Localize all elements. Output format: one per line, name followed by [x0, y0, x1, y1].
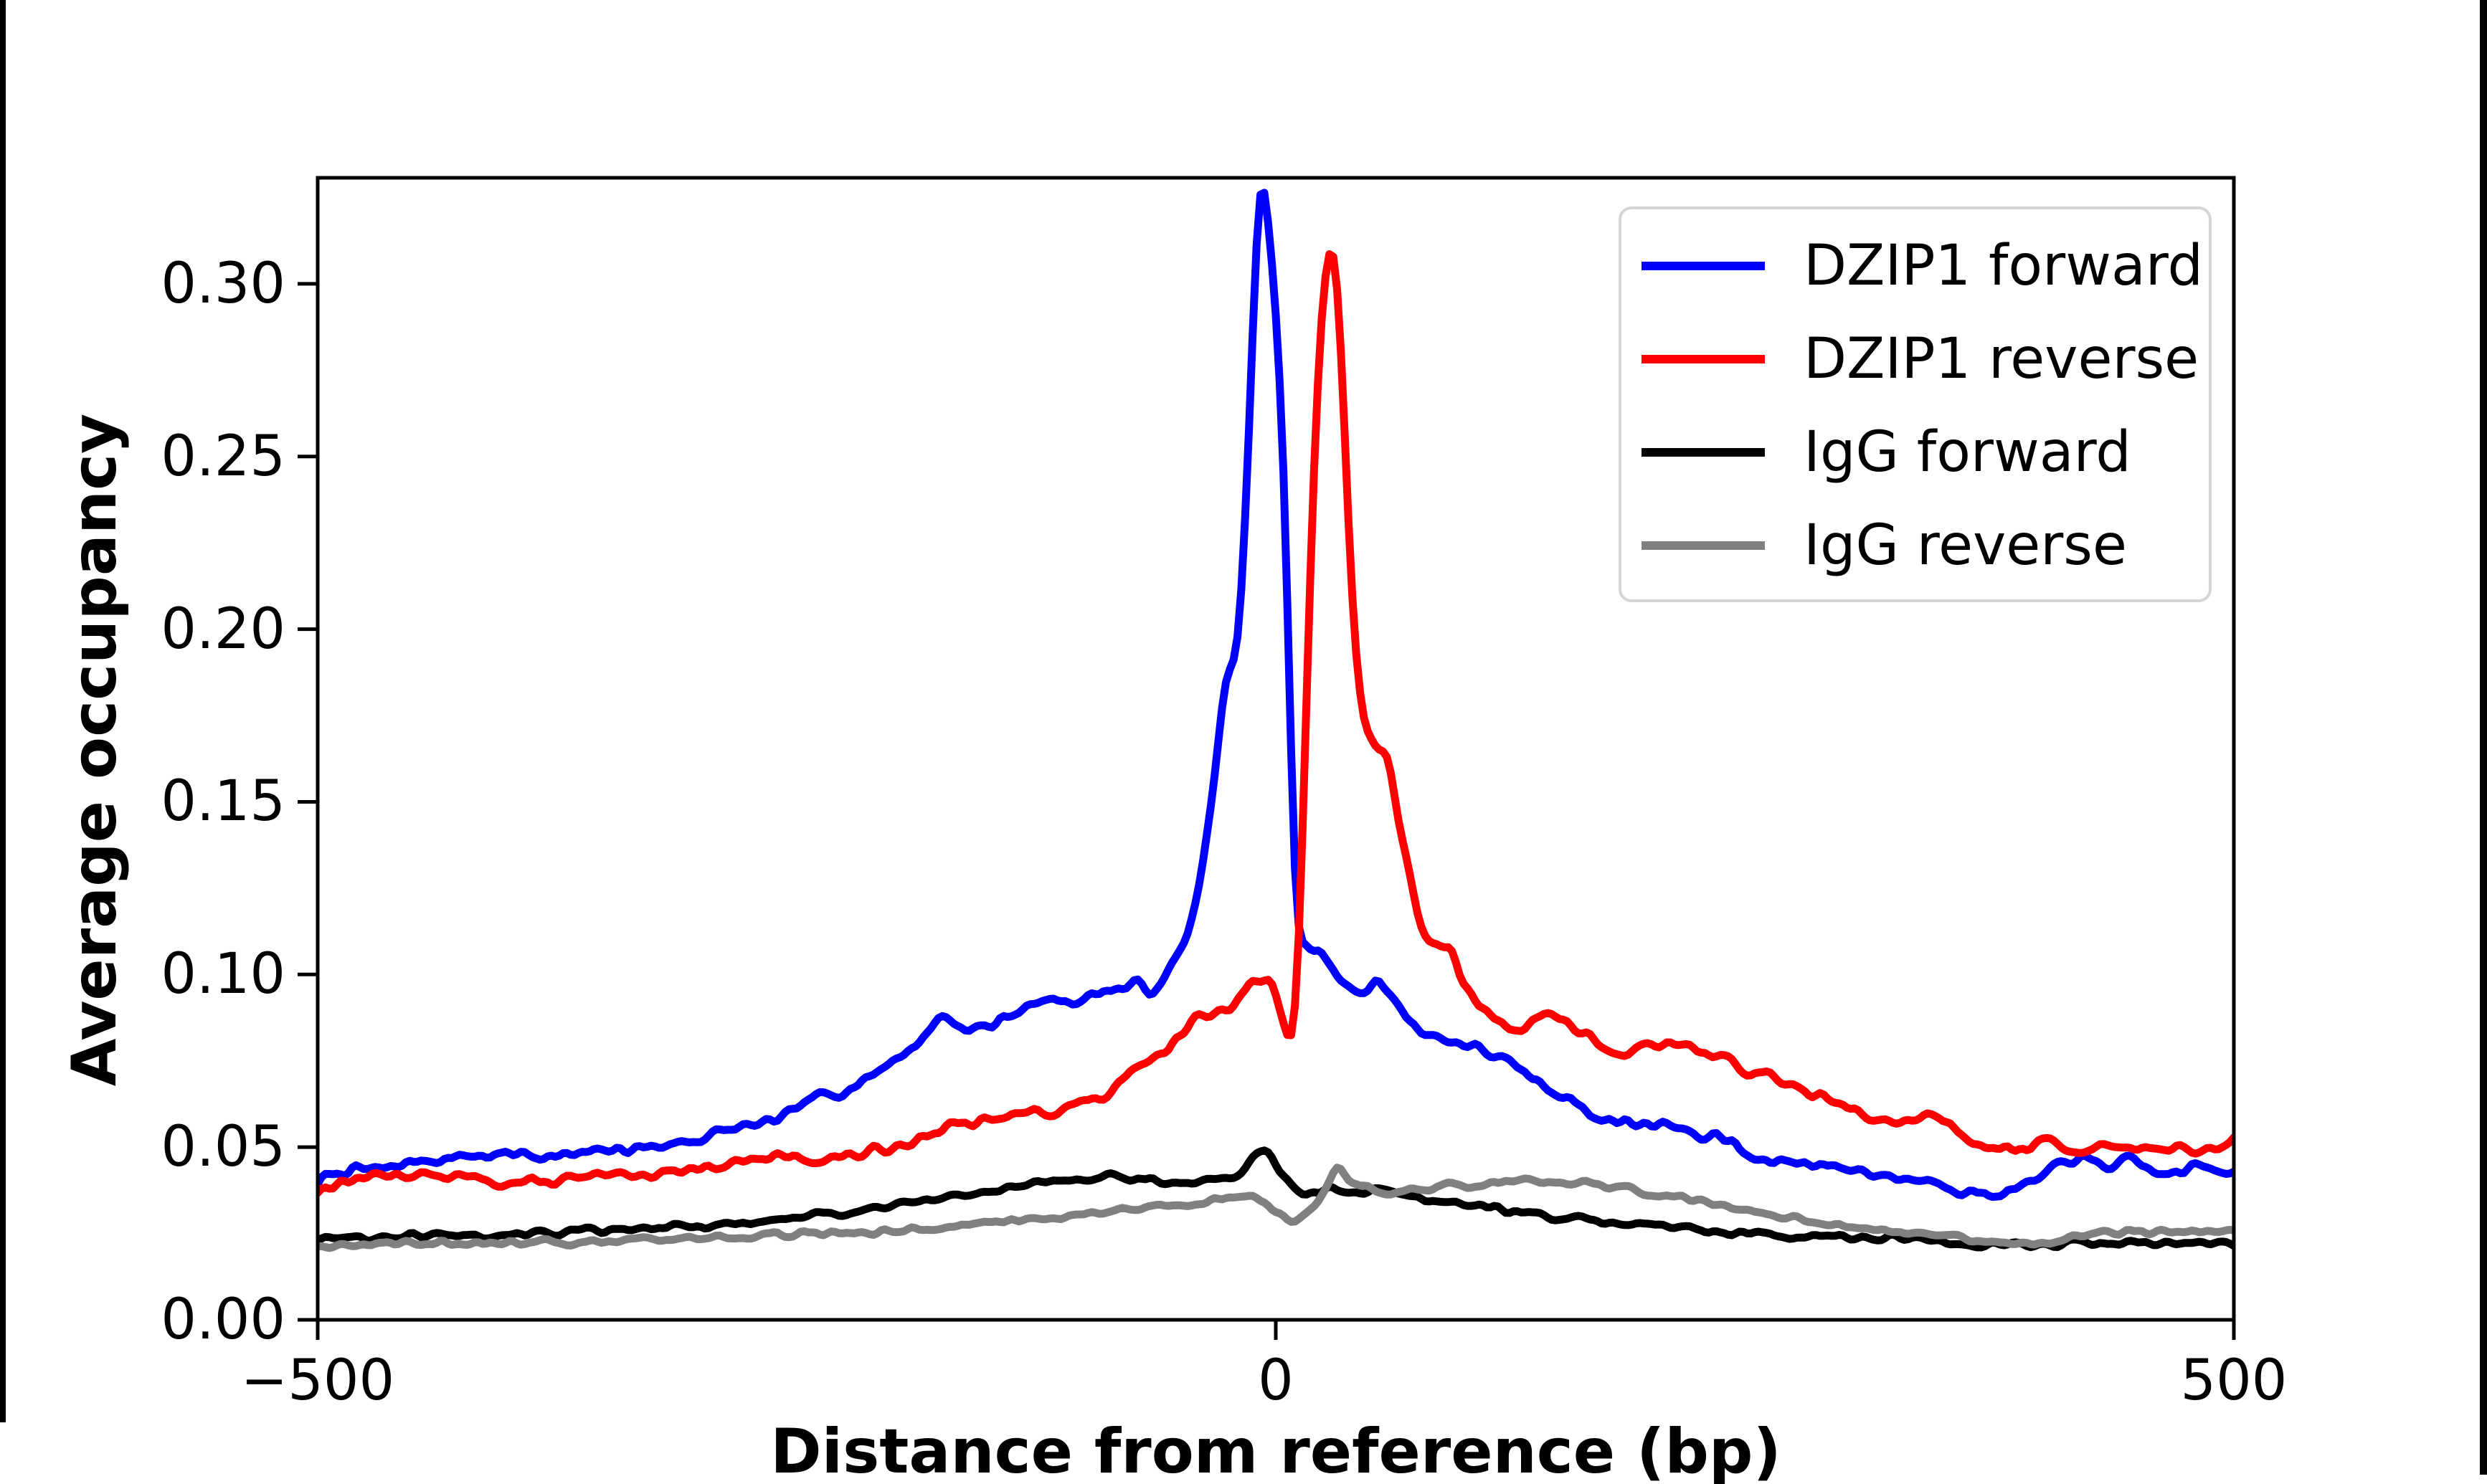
right-border-strip: [2480, 0, 2487, 1475]
y-tick-label-0.10: 0.10: [161, 942, 285, 1007]
legend-entry-igg-reverse: IgG reverse: [1621, 499, 2209, 592]
y-tick-label-0.15: 0.15: [161, 769, 285, 834]
series-line-dzip1-reverse: [318, 250, 2234, 1197]
legend-entry-igg-forward: IgG forward: [1621, 406, 2209, 499]
legend-line-sample-icon: [1642, 541, 1765, 550]
legend-entry-label: DZIP1 reverse: [1804, 327, 2199, 391]
legend-entry-label: DZIP1 forward: [1804, 234, 2204, 298]
legend: DZIP1 forward DZIP1 reverse IgG forward …: [1619, 206, 2212, 602]
left-border-strip: [0, 0, 6, 1422]
y-axis-title: Average occupancy: [59, 413, 131, 1087]
legend-entry-dzip1-forward: DZIP1 forward: [1621, 219, 2209, 313]
legend-entry-label: IgG reverse: [1804, 513, 2127, 578]
x-tick-label-−500: −500: [240, 1349, 395, 1413]
y-tick-label-0.00: 0.00: [161, 1288, 285, 1352]
legend-entry-label: IgG forward: [1804, 420, 2131, 485]
legend-line-sample-icon: [1642, 448, 1765, 457]
series-line-igg-reverse: [318, 1164, 2234, 1252]
x-tick-label-0: 0: [1258, 1349, 1294, 1413]
series-line-igg-forward: [318, 1146, 2234, 1252]
legend-entry-dzip1-reverse: DZIP1 reverse: [1621, 313, 2209, 406]
x-axis-title: Distance from reference (bp): [770, 1416, 1781, 1484]
y-tick-label-0.25: 0.25: [161, 424, 285, 489]
series-line-dzip1-forward: [318, 189, 2234, 1201]
y-tick-label-0.30: 0.30: [161, 251, 285, 316]
legend-line-sample-icon: [1642, 355, 1765, 363]
y-tick-label-0.05: 0.05: [161, 1115, 285, 1180]
legend-line-sample-icon: [1642, 262, 1765, 270]
x-tick-label-500: 500: [2180, 1349, 2288, 1413]
y-tick-label-0.20: 0.20: [161, 596, 285, 662]
